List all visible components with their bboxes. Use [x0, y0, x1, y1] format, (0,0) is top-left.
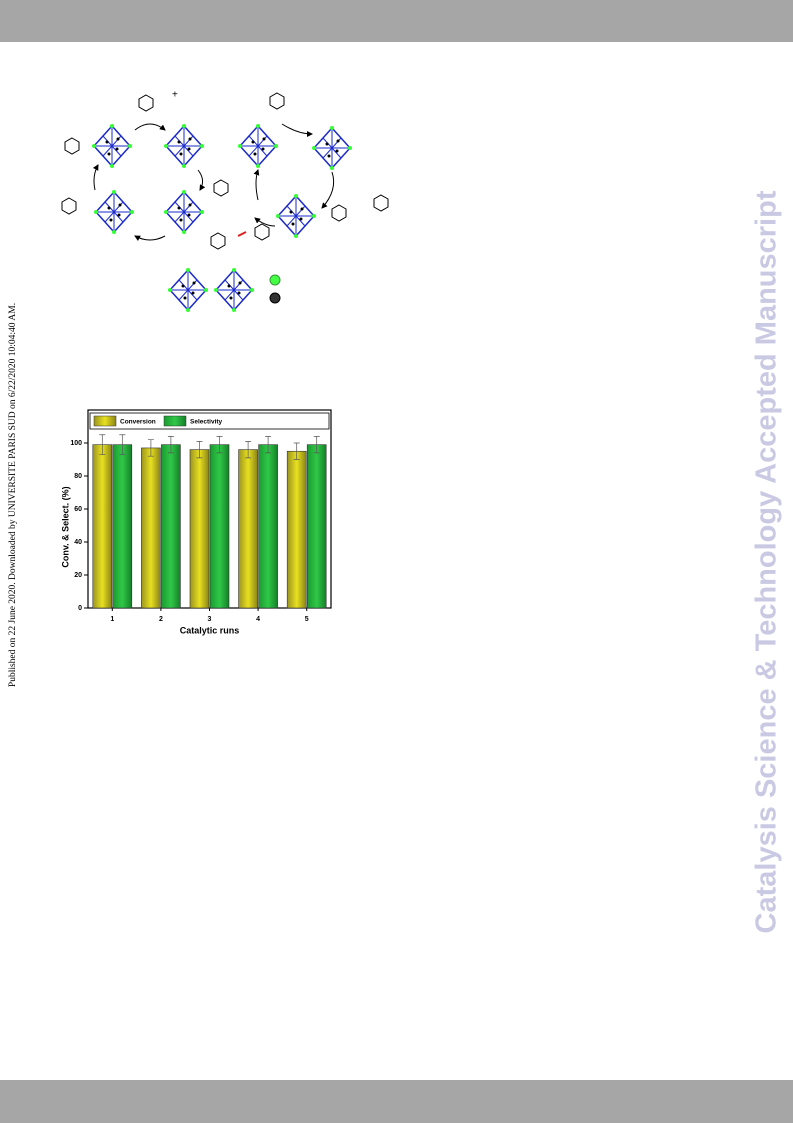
bar — [112, 444, 133, 609]
x-tick-label: 1 — [110, 616, 114, 623]
y-tick-label: 0 — [78, 605, 82, 612]
error-bar — [245, 441, 252, 459]
side-note: Published on 22 June 2020. Downloaded by… — [8, 303, 18, 687]
bar — [189, 449, 210, 609]
error-bar — [119, 434, 126, 455]
charge-label: + — [172, 90, 178, 101]
x-tick-label: 5 — [305, 616, 309, 623]
legend-swatch — [93, 415, 117, 427]
x-tick-label: 4 — [256, 616, 260, 623]
header-bar — [0, 0, 793, 42]
error-bar — [216, 436, 223, 454]
watermark: Catalysis Science & Technology Accepted … — [751, 190, 783, 933]
legend-label: Selectivity — [190, 419, 223, 426]
x-tick-label: 3 — [208, 616, 212, 623]
chart: 0 20 40 60 80 100 1 2 3 4 5 Conversion Selectivity Ca… — [60, 409, 332, 635]
y-tick-label: 60 — [74, 506, 82, 513]
legend-swatch — [163, 415, 187, 427]
bar — [306, 444, 327, 609]
error-bar — [167, 436, 174, 454]
x-tick-label: 2 — [159, 616, 163, 623]
error-bar — [196, 441, 203, 459]
error-bar — [265, 436, 272, 454]
bar — [161, 444, 181, 609]
bar — [209, 444, 230, 609]
legend-label: Conversion — [120, 419, 156, 426]
footer-bar — [0, 1080, 793, 1123]
bar — [258, 444, 278, 609]
error-bar — [147, 439, 154, 457]
legend-box — [89, 412, 330, 430]
bar — [92, 444, 113, 609]
bar — [238, 449, 258, 609]
y-axis-title: Conv. & Select. (%) — [60, 486, 70, 567]
error-bar — [99, 434, 106, 455]
bar — [286, 450, 307, 609]
x-axis-title: Catalytic runs — [180, 625, 240, 635]
error-bar — [313, 436, 320, 454]
y-tick-label: 40 — [74, 539, 82, 546]
y-tick-label: 80 — [74, 473, 82, 480]
y-tick-label: 20 — [74, 572, 82, 579]
error-bar — [293, 442, 300, 460]
bar — [141, 447, 161, 609]
y-tick-label: 100 — [70, 440, 82, 447]
scheme: + — [61, 90, 389, 313]
